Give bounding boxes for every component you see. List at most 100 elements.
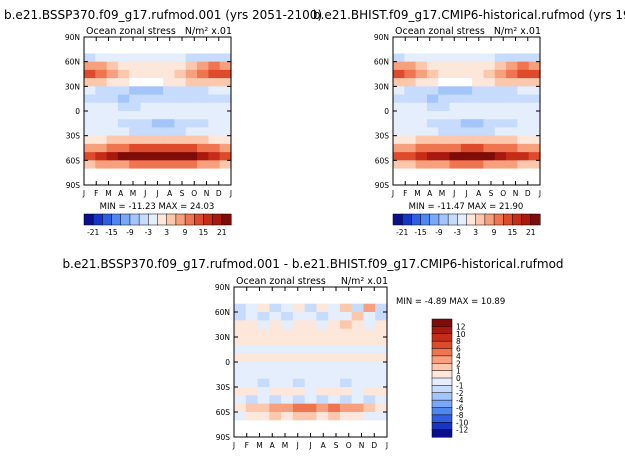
heatmap-cell <box>151 127 164 137</box>
heatmap-cell <box>129 176 142 186</box>
heatmap-cell <box>163 69 176 79</box>
heatmap-cell <box>269 337 282 346</box>
heatmap-cell <box>375 353 388 363</box>
colorbar-swatch <box>431 348 453 357</box>
heatmap-cell <box>393 102 405 112</box>
heatmap-cell <box>151 53 164 63</box>
heatmap-cell <box>415 176 428 186</box>
heatmap-cell <box>339 403 353 413</box>
heatmap-cell <box>339 428 353 438</box>
colorbar-label: 3 <box>164 228 169 237</box>
heatmap-cell <box>117 176 130 186</box>
heatmap-cell <box>506 53 518 63</box>
colorbar-label: -8 <box>456 411 464 420</box>
heatmap-cell <box>363 403 376 413</box>
heatmap-cell <box>140 152 153 161</box>
heatmap-cell <box>95 102 108 112</box>
x-tick-label: N <box>204 189 210 198</box>
heatmap-cell <box>483 61 496 71</box>
heatmap-cell <box>460 78 473 87</box>
heatmap-cell <box>304 303 317 313</box>
heatmap-cell <box>304 362 317 371</box>
heatmap-cell <box>106 94 119 104</box>
heatmap-cell <box>494 119 507 129</box>
heatmap-cell <box>472 78 485 87</box>
heatmap-cell <box>281 428 294 438</box>
heatmap-cell <box>528 61 541 71</box>
heatmap-cell <box>404 53 417 63</box>
heatmap-cell <box>281 403 294 413</box>
heatmap-cell <box>328 412 341 421</box>
heatmap-cell <box>185 102 198 112</box>
heatmap-cell <box>438 61 451 71</box>
colorbar-label: 21 <box>526 228 536 237</box>
heatmap-cell <box>281 287 294 296</box>
heatmap-cell <box>351 412 365 421</box>
colorbar-swatch <box>431 429 453 438</box>
heatmap-cell <box>281 412 294 421</box>
colorbar-swatch <box>221 213 232 226</box>
heatmap-cell <box>292 387 306 396</box>
heatmap-cell <box>528 135 541 145</box>
colorbar-swatch <box>431 399 453 409</box>
heatmap-cell <box>506 127 518 137</box>
colorbar-swatch <box>431 333 453 342</box>
x-tick-label: O <box>191 189 197 198</box>
heatmap-cell <box>375 362 388 371</box>
heatmap-cell <box>328 420 341 430</box>
heatmap-cell <box>174 45 187 55</box>
colorbar-swatch <box>431 377 453 386</box>
heatmap-cell <box>426 160 439 170</box>
heatmap-cell <box>517 61 530 71</box>
colorbar-label: -2 <box>456 389 464 398</box>
heatmap-cell <box>292 353 306 363</box>
heatmap-cell <box>84 111 96 120</box>
colorbar-swatch <box>512 213 523 226</box>
heatmap-cell <box>140 94 153 104</box>
heatmap-cell <box>494 94 507 104</box>
x-tick-label: J <box>232 441 235 450</box>
heatmap-cell <box>449 152 462 161</box>
heatmap-cell <box>351 320 365 330</box>
heatmap-cell <box>528 119 541 129</box>
heatmap-cell <box>281 303 294 313</box>
y-tick-label: 30S <box>66 132 81 141</box>
heatmap-cell <box>117 127 130 137</box>
heatmap-cell <box>281 320 294 330</box>
heatmap-cell <box>339 345 353 355</box>
heatmap-cell <box>185 37 198 46</box>
heatmap-cell <box>234 303 247 313</box>
heatmap-cell <box>494 135 507 145</box>
heatmap-cell <box>245 395 259 405</box>
heatmap-cell <box>494 160 507 170</box>
heatmap-cell <box>174 111 187 120</box>
heatmap-cell <box>339 362 353 371</box>
heatmap-cell <box>257 303 270 313</box>
heatmap-cell <box>208 152 221 161</box>
heatmap-cell <box>472 176 485 186</box>
heatmap-cell <box>197 69 209 79</box>
heatmap-cell <box>84 119 96 129</box>
heatmap-cell <box>375 428 388 438</box>
heatmap-cell <box>208 61 221 71</box>
x-tick-label: F <box>403 189 407 198</box>
heatmap-cell <box>351 353 365 363</box>
heatmap-cell <box>304 395 317 405</box>
heatmap-cell <box>304 287 317 296</box>
heatmap-cell <box>375 403 388 413</box>
heatmap-cell <box>84 53 96 63</box>
heatmap-cell <box>219 102 232 112</box>
heatmap-cell <box>245 420 259 430</box>
heatmap-cell <box>528 78 541 87</box>
heatmap-cell <box>234 295 247 305</box>
colorbar-label: -21 <box>87 228 99 237</box>
heatmap-cell <box>528 160 541 170</box>
heatmap-cell <box>234 428 247 438</box>
heatmap-cell <box>426 143 439 153</box>
heatmap-cell <box>363 320 376 330</box>
heatmap-cell <box>140 53 153 63</box>
heatmap-cell <box>106 102 119 112</box>
heatmap-cell <box>257 328 270 338</box>
heatmap-cell <box>483 86 496 96</box>
